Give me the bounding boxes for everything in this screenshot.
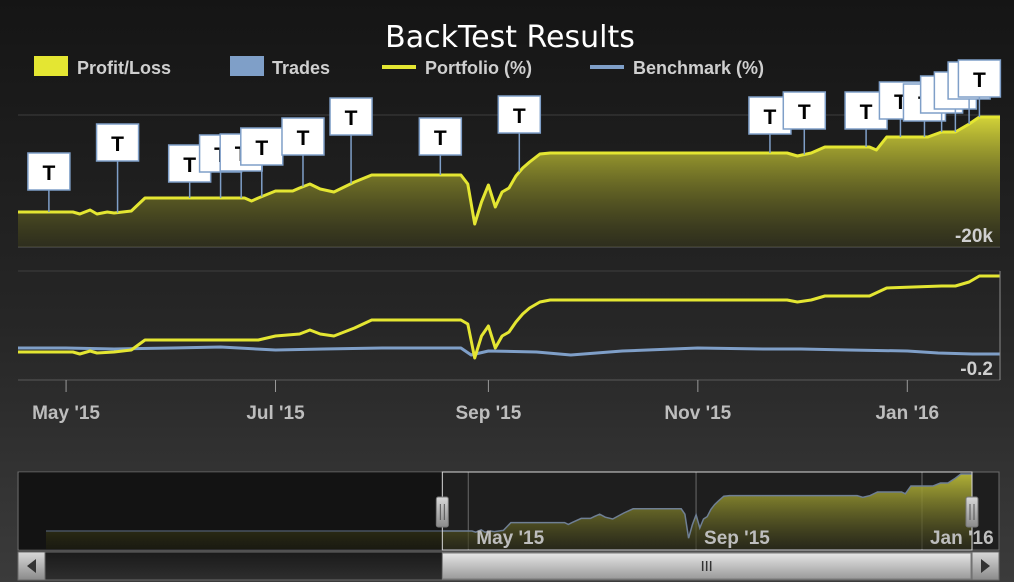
trade-flag[interactable]: T [281, 117, 325, 187]
navigator-area [46, 474, 972, 549]
profit-loss-line [18, 115, 1000, 226]
benchmark-line [18, 345, 1000, 357]
trade-flag-label: T [973, 69, 986, 92]
navigator-unselected-left [19, 472, 443, 550]
legend-swatch-benchmark[interactable] [590, 65, 624, 69]
legend-swatch-portfolio[interactable] [382, 65, 416, 69]
trade-flag-label: T [111, 133, 124, 156]
legend-swatch-profit-loss[interactable] [34, 56, 68, 76]
trade-flag-box[interactable] [418, 117, 463, 156]
trade-flag-label: T [798, 101, 811, 124]
trade-flag-box[interactable] [957, 59, 1002, 98]
trade-flag[interactable]: T [329, 97, 373, 184]
trade-flag-box[interactable] [782, 91, 827, 130]
arrow-left-icon [27, 559, 36, 573]
trade-flag-label: T [860, 101, 873, 124]
trade-flag[interactable]: T [418, 117, 463, 175]
lower-panel: -0.2 [18, 270, 1001, 381]
trade-flag-box[interactable] [240, 127, 284, 166]
navigator-right-handle[interactable] [965, 496, 979, 528]
trade-flag-label: T [764, 106, 777, 129]
trade-flag[interactable]: T [27, 152, 71, 212]
navigator-tick-label: Jan '16 [930, 528, 994, 549]
x-tick-label: Nov '15 [664, 403, 731, 424]
x-tick-label: Jan '16 [875, 403, 939, 424]
legend-label-profit-loss[interactable]: Profit/Loss [77, 58, 171, 78]
upper-axis-label: -20k [955, 226, 993, 247]
navigator: May '15 Sep '15 Jan '16 [17, 471, 1000, 551]
upper-panel: TTTTTTTTTTTTTTTTTTT -20k [18, 59, 1002, 248]
navigator-tick-label: May '15 [476, 528, 544, 549]
scroll-right-button[interactable] [971, 551, 1000, 581]
trade-flag-label: T [183, 154, 196, 177]
trade-flags: TTTTTTTTTTTTTTTTTTT [27, 59, 1002, 213]
handle-body[interactable] [965, 496, 979, 528]
trade-flag-label: T [297, 127, 310, 150]
trade-flag[interactable]: T [782, 91, 827, 155]
handle-body[interactable] [435, 496, 449, 528]
legend-label-benchmark[interactable]: Benchmark (%) [633, 58, 764, 78]
lower-axis-label: -0.2 [960, 359, 993, 380]
navigator-left-handle[interactable] [435, 496, 449, 528]
x-tick-label: Jul '15 [246, 403, 305, 424]
trade-flag-box[interactable] [27, 152, 71, 191]
trade-flag-box[interactable] [497, 95, 542, 134]
navigator-ticks: May '15 Sep '15 Jan '16 [476, 528, 993, 549]
scrollbar[interactable] [17, 551, 1000, 581]
trade-flag-label: T [42, 162, 55, 185]
trade-flag[interactable]: T [497, 95, 542, 172]
legend-label-portfolio[interactable]: Portfolio (%) [425, 58, 532, 78]
legend-swatch-trades[interactable] [230, 56, 264, 76]
trade-flag-box[interactable] [329, 97, 373, 136]
x-tick-label: Sep '15 [456, 403, 522, 424]
x-tick-label: May '15 [32, 403, 100, 424]
x-axis: May '15 Jul '15 Sep '15 Nov '15 Jan '16 [32, 380, 939, 424]
grip-icon [701, 561, 712, 571]
navigator-tick-label: Sep '15 [704, 528, 770, 549]
trade-flag[interactable]: T [957, 59, 1002, 117]
trade-flag-label: T [255, 137, 268, 160]
legend: Profit/Loss Trades Portfolio (%) Benchma… [34, 56, 764, 78]
trade-flag-box[interactable] [95, 123, 140, 162]
profit-loss-area [18, 117, 1000, 247]
trade-flag-label: T [513, 105, 526, 128]
trade-flag-box[interactable] [281, 117, 325, 156]
trade-flag[interactable]: T [95, 123, 140, 213]
portfolio-line [18, 274, 1000, 360]
trade-flag-label: T [345, 107, 358, 130]
arrow-right-icon [981, 559, 990, 573]
trade-flag-label: T [434, 127, 447, 150]
trade-flag[interactable]: T [240, 127, 284, 197]
legend-label-trades[interactable]: Trades [272, 58, 330, 78]
chart-title: BackTest Results [385, 20, 635, 55]
navigator-line [46, 473, 972, 539]
scroll-left-button[interactable] [17, 551, 46, 581]
